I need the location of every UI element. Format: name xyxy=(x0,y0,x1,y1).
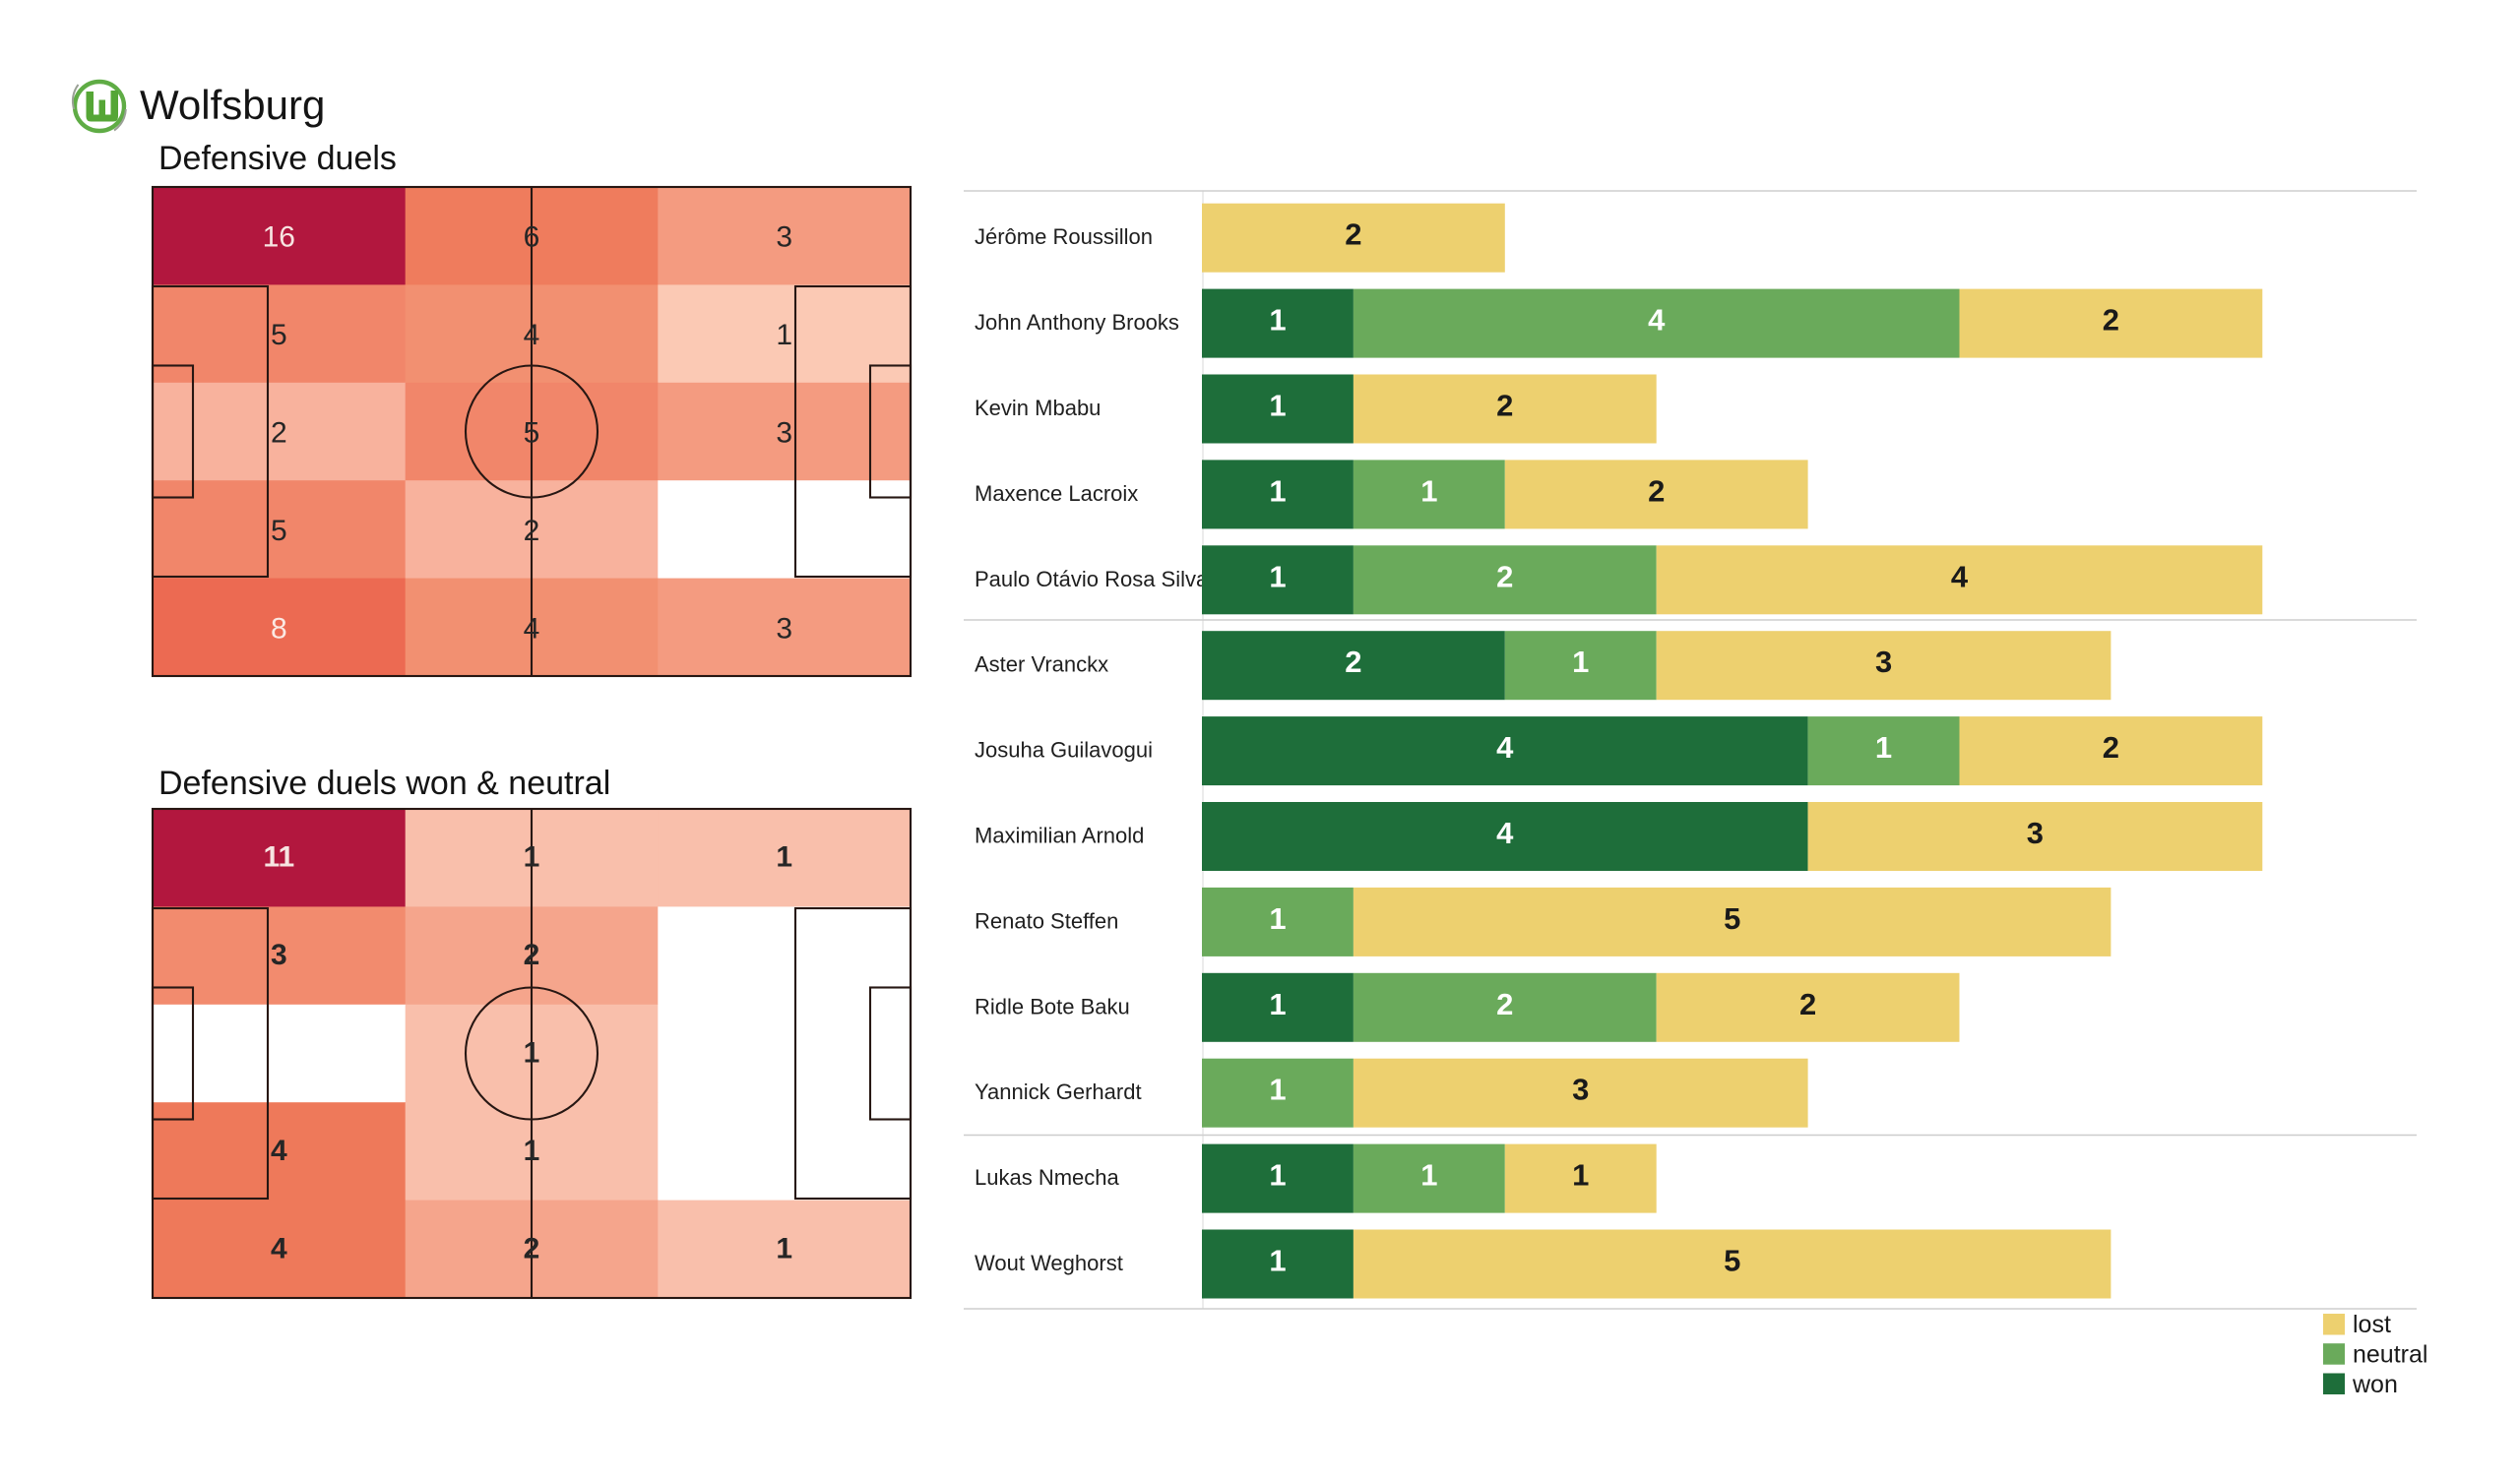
svg-text:4: 4 xyxy=(1496,816,1514,850)
svg-text:2: 2 xyxy=(1648,473,1665,508)
svg-text:1: 1 xyxy=(524,1037,540,1070)
svg-text:5: 5 xyxy=(1724,1244,1740,1278)
svg-text:3: 3 xyxy=(2027,816,2044,850)
svg-text:2: 2 xyxy=(524,515,540,547)
svg-text:4: 4 xyxy=(271,1135,287,1167)
svg-text:6: 6 xyxy=(524,221,540,254)
svg-text:3: 3 xyxy=(271,939,287,971)
svg-text:2: 2 xyxy=(1496,559,1513,593)
svg-text:3: 3 xyxy=(776,221,792,254)
svg-text:Yannick Gerhardt: Yannick Gerhardt xyxy=(975,1079,1142,1104)
svg-text:1: 1 xyxy=(524,1135,540,1167)
svg-text:Maxence Lacroix: Maxence Lacroix xyxy=(975,481,1138,506)
svg-text:Defensive duels: Defensive duels xyxy=(158,140,397,177)
svg-text:1: 1 xyxy=(1269,303,1286,338)
svg-text:Jérôme Roussillon: Jérôme Roussillon xyxy=(975,224,1153,249)
svg-text:Defensive duels won & neutral: Defensive duels won & neutral xyxy=(158,765,610,802)
svg-text:4: 4 xyxy=(524,612,540,645)
svg-text:4: 4 xyxy=(1951,559,1969,593)
svg-text:1: 1 xyxy=(1572,645,1589,679)
svg-text:1: 1 xyxy=(1269,473,1286,508)
svg-text:2: 2 xyxy=(524,1232,540,1264)
svg-text:Wout Weghorst: Wout Weghorst xyxy=(975,1251,1123,1275)
svg-text:won: won xyxy=(2352,1371,2398,1398)
svg-text:John Anthony Brooks: John Anthony Brooks xyxy=(975,310,1179,335)
svg-text:2: 2 xyxy=(2103,303,2119,338)
svg-text:4: 4 xyxy=(1496,730,1514,765)
svg-text:5: 5 xyxy=(271,319,287,351)
svg-text:3: 3 xyxy=(776,417,792,450)
svg-text:2: 2 xyxy=(271,417,287,450)
svg-text:Kevin Mbabu: Kevin Mbabu xyxy=(975,396,1101,420)
svg-text:11: 11 xyxy=(263,841,294,874)
svg-text:2: 2 xyxy=(1799,987,1816,1021)
svg-text:2: 2 xyxy=(2103,730,2119,765)
svg-text:Maximilian Arnold: Maximilian Arnold xyxy=(975,824,1144,848)
svg-text:Wolfsburg: Wolfsburg xyxy=(140,82,325,128)
svg-text:3: 3 xyxy=(1875,645,1892,679)
svg-text:3: 3 xyxy=(776,612,792,645)
svg-text:3: 3 xyxy=(1572,1073,1589,1107)
svg-text:1: 1 xyxy=(1420,473,1437,508)
svg-text:1: 1 xyxy=(776,319,792,351)
svg-text:neutral: neutral xyxy=(2353,1341,2427,1369)
svg-text:Lukas Nmecha: Lukas Nmecha xyxy=(975,1165,1120,1190)
svg-text:5: 5 xyxy=(271,515,287,547)
svg-text:4: 4 xyxy=(1648,303,1666,338)
svg-text:Renato Steffen: Renato Steffen xyxy=(975,908,1118,933)
svg-text:lost: lost xyxy=(2353,1311,2391,1338)
svg-text:1: 1 xyxy=(1420,1158,1437,1193)
svg-text:1: 1 xyxy=(1269,1158,1286,1193)
svg-text:1: 1 xyxy=(1269,987,1286,1021)
svg-text:Aster Vranckx: Aster Vranckx xyxy=(975,652,1108,677)
svg-text:1: 1 xyxy=(1269,559,1286,593)
svg-text:1: 1 xyxy=(1269,389,1286,423)
svg-text:4: 4 xyxy=(524,319,540,351)
svg-text:1: 1 xyxy=(1269,901,1286,936)
svg-text:2: 2 xyxy=(1496,987,1513,1021)
svg-text:2: 2 xyxy=(1496,389,1513,423)
svg-text:2: 2 xyxy=(524,939,540,971)
svg-text:Josuha Guilavogui: Josuha Guilavogui xyxy=(975,738,1153,763)
svg-text:2: 2 xyxy=(1345,217,1361,252)
svg-text:1: 1 xyxy=(524,841,540,874)
svg-text:2: 2 xyxy=(1345,645,1361,679)
svg-text:8: 8 xyxy=(271,612,287,645)
svg-text:1: 1 xyxy=(1269,1073,1286,1107)
svg-text:5: 5 xyxy=(524,417,540,450)
svg-text:1: 1 xyxy=(1572,1158,1589,1193)
svg-text:4: 4 xyxy=(271,1232,287,1264)
svg-text:1: 1 xyxy=(776,1232,792,1264)
svg-text:Ridle Bote Baku: Ridle Bote Baku xyxy=(975,994,1130,1018)
svg-text:1: 1 xyxy=(776,841,792,874)
svg-text:1: 1 xyxy=(1875,730,1892,765)
svg-text:5: 5 xyxy=(1724,901,1740,936)
svg-text:Paulo Otávio Rosa Silva: Paulo Otávio Rosa Silva xyxy=(975,567,1209,591)
svg-text:1: 1 xyxy=(1269,1244,1286,1278)
svg-text:16: 16 xyxy=(263,221,295,254)
